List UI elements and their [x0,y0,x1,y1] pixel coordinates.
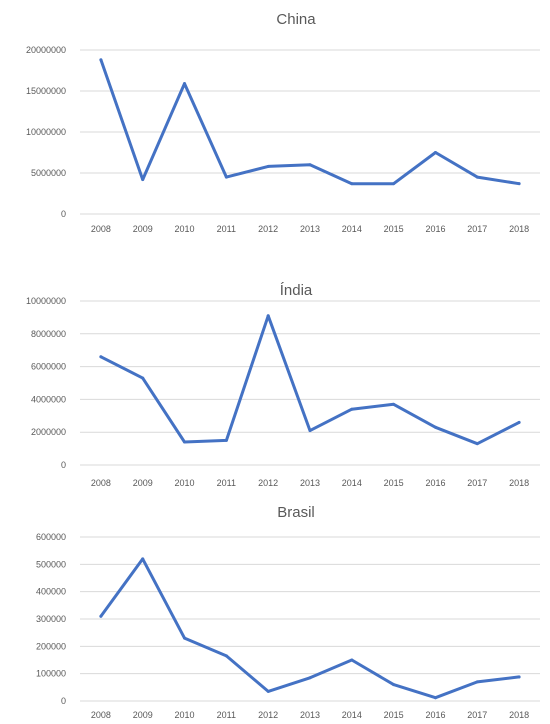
data-point [433,151,437,154]
data-point [224,438,228,442]
data-point [350,407,354,411]
x-tick-label: 2013 [300,710,320,720]
data-point [224,654,228,658]
data-point [475,442,479,446]
x-tick-label: 2014 [342,224,362,234]
x-tick-label: 2013 [300,224,320,234]
x-tick-label: 2008 [91,224,111,234]
chart-title: Índia [280,282,313,299]
x-tick-label: 2018 [509,710,529,720]
data-point [392,683,396,687]
y-tick-label: 600000 [36,532,66,542]
data-point [141,376,145,380]
x-tick-label: 2015 [384,224,404,234]
x-tick-label: 2012 [258,710,278,720]
x-tick-label: 2017 [467,478,487,488]
data-point [266,314,270,318]
data-point [350,182,354,186]
chart-1: Índia 0 2000000 4000000 6000000 8000000 100000… [26,282,540,488]
data-point [183,636,187,640]
y-tick-label: 4000000 [31,394,66,404]
data-point [308,676,312,680]
chart-0: China 0 5000000 10000000 15000000 20000000 200… [26,11,540,234]
x-tick-label: 2014 [342,710,362,720]
data-point [433,425,437,429]
x-tick-label: 2011 [217,478,236,488]
series-line [99,314,521,446]
data-point [266,689,270,693]
x-tick-label: 2010 [175,710,195,720]
y-tick-label: 100000 [36,669,66,679]
x-tick-label: 2011 [217,710,236,720]
y-tick-label: 20000000 [26,45,66,55]
x-tick-label: 2010 [175,224,195,234]
y-tick-label: 0 [61,460,66,470]
chart-title: China [276,11,316,28]
data-point [183,82,187,86]
x-tick-label: 2014 [342,478,362,488]
x-tick-label: 2016 [425,710,445,720]
x-tick-label: 2008 [91,710,111,720]
x-tick-label: 2017 [467,224,487,234]
data-point [433,696,437,700]
chart-2: Brasil 0 100000 200000 300000 400000 500000 600… [36,504,540,720]
data-point [517,182,521,186]
y-tick-label: 0 [61,696,66,706]
data-point [183,440,187,444]
data-point [308,163,312,167]
chart-title: Brasil [277,504,315,521]
y-tick-label: 2000000 [31,427,66,437]
x-tick-label: 2012 [258,224,278,234]
x-tick-label: 2015 [384,478,404,488]
y-tick-label: 6000000 [31,362,66,372]
data-point [475,175,479,179]
x-tick-label: 2008 [91,478,111,488]
y-tick-label: 500000 [36,559,66,569]
data-point [99,614,103,618]
x-tick-label: 2018 [509,478,529,488]
x-tick-label: 2010 [175,478,195,488]
x-tick-label: 2009 [133,478,153,488]
data-point [392,182,396,186]
data-point [141,557,145,561]
data-point [350,658,354,662]
y-tick-label: 5000000 [31,168,66,178]
data-point [517,675,521,679]
y-tick-label: 8000000 [31,329,66,339]
x-tick-label: 2016 [425,224,445,234]
x-tick-label: 2013 [300,478,320,488]
x-tick-label: 2011 [217,224,236,234]
data-point [99,58,103,62]
y-tick-label: 400000 [36,587,66,597]
x-tick-label: 2017 [467,710,487,720]
data-point [99,355,103,359]
data-point [308,429,312,433]
y-tick-label: 10000000 [26,296,66,306]
data-point [141,178,145,182]
y-tick-label: 15000000 [26,86,66,96]
y-tick-label: 10000000 [26,127,66,137]
y-tick-label: 0 [61,209,66,219]
data-point [517,420,521,424]
data-point [266,164,270,168]
x-tick-label: 2016 [425,478,445,488]
x-tick-label: 2018 [509,224,529,234]
data-point [392,402,396,406]
x-tick-label: 2009 [133,224,153,234]
y-tick-label: 300000 [36,614,66,624]
data-point [475,680,479,684]
data-point [224,175,228,179]
x-tick-label: 2009 [133,710,153,720]
x-tick-label: 2012 [258,478,278,488]
y-tick-label: 200000 [36,641,66,651]
x-tick-label: 2015 [384,710,404,720]
